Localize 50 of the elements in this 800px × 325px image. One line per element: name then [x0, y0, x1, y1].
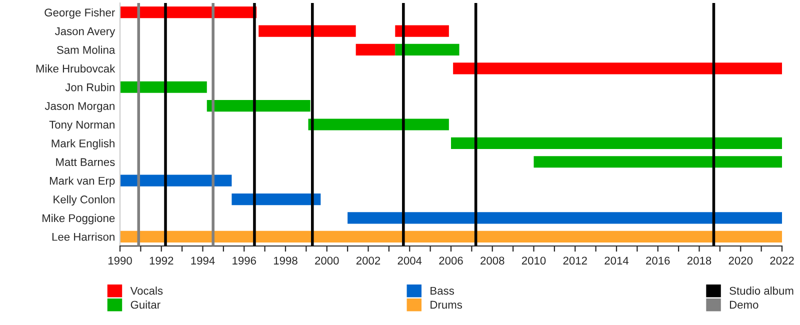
legend-label: Vocals	[130, 286, 163, 295]
x-tick-label: 2002	[356, 256, 380, 265]
x-tick-label: 2022	[770, 256, 794, 265]
bar	[453, 62, 782, 74]
x-tick-label: 2008	[480, 256, 504, 265]
y-tick-label: Matt Barnes	[56, 158, 115, 166]
y-tick-label: Jason Morgan	[44, 102, 114, 112]
legend-label: Drums	[430, 300, 462, 309]
bar	[348, 212, 782, 224]
y-tick-label: Sam Molina	[56, 46, 116, 54]
x-tick-label: 2010	[522, 256, 546, 265]
x-tick-label: 2018	[687, 256, 712, 265]
bar	[451, 137, 782, 149]
bar	[395, 25, 449, 37]
bar	[206, 100, 310, 112]
y-tick-label: Kelly Conlon	[54, 195, 114, 206]
bar	[120, 81, 207, 93]
x-tick-label: 1990	[108, 256, 132, 265]
x-tick-label: 2006	[439, 256, 463, 265]
x-tick-label: 2004	[398, 256, 422, 265]
x-tick-label: 2016	[646, 256, 670, 265]
x-tick-label: 1994	[191, 256, 215, 265]
bar	[120, 174, 232, 186]
x-tick-label: 2000	[315, 256, 339, 265]
bar	[120, 230, 782, 242]
bar	[232, 193, 321, 206]
bar	[395, 44, 460, 56]
y-tick-label: Jon Rubin	[65, 83, 114, 92]
y-tick-label: Mark van Erp	[50, 176, 115, 187]
legend-label: Studio album	[730, 286, 794, 295]
bar	[534, 156, 782, 168]
legend-label: Demo	[730, 300, 758, 309]
bar	[308, 118, 449, 130]
y-tick-label: Tony Norman	[49, 120, 114, 131]
bar	[356, 44, 396, 56]
legend-label: Guitar	[130, 300, 160, 309]
legend-label: Bass	[430, 286, 454, 295]
x-tick-label: 1998	[274, 256, 298, 265]
y-tick-label: Mike Poggione	[42, 214, 115, 224]
x-tick-label: 1996	[232, 256, 256, 265]
y-tick-label: Jason Avery	[54, 27, 116, 38]
x-tick-label: 2020	[728, 256, 753, 265]
y-tick-label: Lee Harrison	[52, 232, 114, 241]
x-tick-label: 1992	[150, 256, 174, 265]
x-tick-label: 2014	[604, 256, 629, 265]
bar	[258, 25, 356, 37]
y-tick-label: Mark English	[52, 139, 114, 150]
y-tick-label: George Fisher	[44, 8, 115, 19]
y-tick-label: Mike Hrubovcak	[36, 64, 116, 73]
x-tick-label: 2012	[563, 256, 587, 265]
